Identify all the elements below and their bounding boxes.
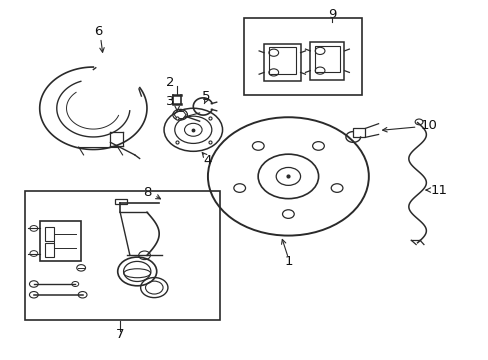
Bar (310, 42, 344, 80)
Text: 11: 11 (429, 184, 446, 197)
Bar (44, 226, 54, 241)
Text: 9: 9 (327, 8, 336, 21)
Text: 8: 8 (142, 186, 151, 199)
Text: 4: 4 (203, 154, 212, 167)
Text: 2: 2 (166, 76, 174, 89)
Text: 6: 6 (94, 25, 102, 38)
Text: 5: 5 (202, 90, 210, 103)
Bar (264, 44, 300, 81)
Text: 7: 7 (116, 328, 124, 341)
Bar (44, 243, 54, 257)
Bar (115, 199, 127, 204)
Bar (25, 191, 220, 320)
Bar (352, 129, 365, 137)
Text: 1: 1 (284, 255, 292, 268)
Text: 10: 10 (420, 119, 436, 132)
Bar (244, 18, 361, 95)
Text: 3: 3 (166, 95, 174, 108)
Bar (40, 221, 81, 261)
Bar (315, 45, 339, 72)
Bar (268, 47, 295, 74)
